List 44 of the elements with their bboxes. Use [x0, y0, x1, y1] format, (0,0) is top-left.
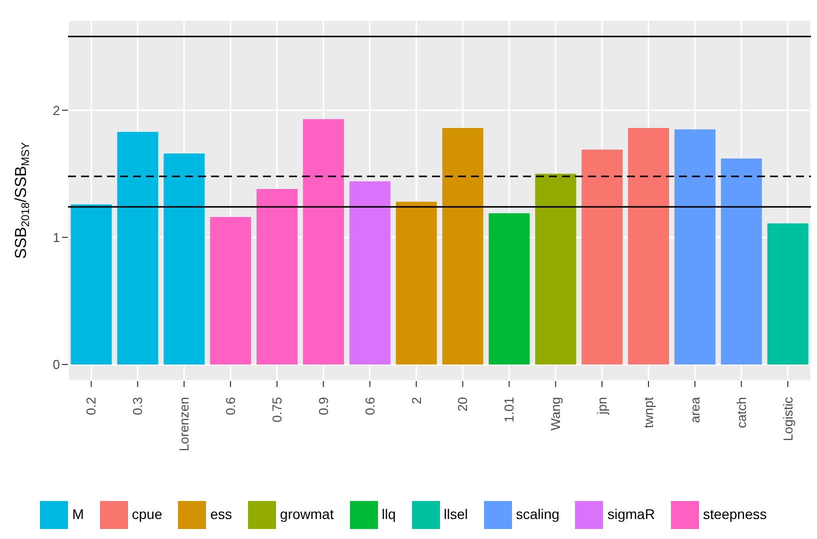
x-tick-label: Wang	[548, 397, 564, 430]
bar	[628, 128, 670, 364]
x-tick-label: 0.3	[130, 397, 146, 416]
x-tick-label: 0.6	[362, 397, 378, 416]
x-tick-label: Logistic	[780, 396, 796, 442]
x-tick-label: 2	[408, 397, 424, 404]
x-tick-label: 1.01	[502, 397, 517, 422]
x-tick-label: area	[687, 396, 702, 424]
bar	[720, 158, 762, 364]
y-tick-label: 1	[52, 230, 60, 245]
y-tick-label: 2	[52, 102, 60, 118]
bar	[117, 132, 158, 364]
bar	[396, 202, 437, 364]
x-tick-label: catch	[734, 397, 749, 428]
x-tick-label: 0.75	[269, 397, 284, 422]
bar	[535, 174, 576, 364]
bar	[256, 189, 298, 364]
x-tick-label: 0.2	[84, 397, 99, 416]
legend-label: scaling	[516, 506, 560, 522]
legend-label: llsel	[444, 506, 468, 522]
bar	[488, 213, 530, 364]
x-tick-label: jpn	[594, 397, 610, 416]
bar	[582, 150, 623, 364]
x-tick-label: Lorenzen	[176, 397, 192, 452]
x-tick-label: 0.6	[223, 397, 238, 416]
bar	[302, 119, 344, 364]
x-tick-label: twnpt	[640, 396, 656, 428]
x-tick-label: 20	[455, 397, 470, 412]
legend-label: ess	[210, 506, 232, 522]
x-tick-label: 0.9	[316, 397, 331, 416]
legend-label: cpue	[132, 506, 162, 522]
bar	[70, 204, 112, 364]
bar	[767, 223, 808, 364]
legend-label: steepness	[702, 506, 767, 522]
bar	[210, 217, 252, 364]
bar	[674, 129, 716, 364]
legend-label: M	[72, 506, 84, 522]
legend-label: growmat	[280, 506, 334, 522]
y-tick-label: 0	[52, 357, 60, 372]
legend-label: sigmaR	[607, 506, 655, 522]
bar	[164, 153, 205, 364]
legend-label: llq	[382, 506, 396, 522]
bar	[349, 181, 390, 364]
bar	[442, 128, 484, 364]
